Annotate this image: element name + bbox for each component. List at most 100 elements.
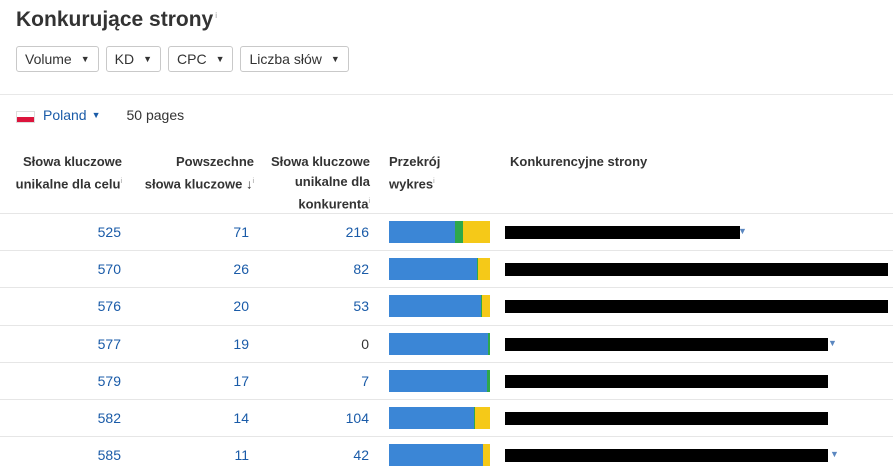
header-line: unikalne dla celui [15,176,122,192]
bar-segment-unique-target [389,332,488,355]
common-keywords-link[interactable]: 19 [233,335,249,352]
competitor-page-link[interactable] [505,449,828,463]
bar-segment-common [480,295,482,318]
header-line: wykresi [389,176,435,192]
filter-label: CPC [177,51,207,67]
unique-target-link[interactable]: 585 [97,447,121,464]
header-line: Konkurencyjne strony [510,154,648,169]
unique-target-link[interactable]: 582 [97,410,121,426]
caret-down-icon: ▼ [91,110,101,120]
filter-label: Volume [25,51,72,67]
breakdown-bar[interactable] [389,295,490,318]
bar-segment-common [454,221,463,243]
breakdown-bar[interactable] [389,369,490,392]
col-header-common[interactable]: Powszechne słowa kluczowe ↓i [130,152,254,194]
breakdown-bar[interactable] [389,221,490,243]
info-icon[interactable]: i [120,178,122,185]
bar-segment-unique-target [389,295,481,318]
page-title: Konkurujące strony i [16,8,217,32]
caret-down-icon: ▼ [143,54,152,64]
filter-word-count[interactable]: Liczba słów ▼ [240,46,349,72]
col-header-unique-competitor[interactable]: Słowa kluczowe unikalne dla konkurentai [260,152,370,214]
unique-target-link[interactable]: 525 [97,224,121,240]
header-line: Słowa kluczowe [23,154,122,169]
caret-down-icon: ▼ [80,54,90,64]
filter-bar: Volume ▼ KD ▼ CPC ▼ Liczba słów ▼ [16,46,349,72]
caret-down-icon[interactable]: ▼ [828,337,837,348]
page-title-text: Konkurujące strony [16,8,214,31]
bar-segment-common [486,369,490,392]
bar-segment-unique-target [389,444,483,467]
common-keywords-link[interactable]: 14 [233,410,249,426]
unique-target-link[interactable]: 579 [97,372,121,389]
table-row: 570 26 82 [0,250,893,287]
info-icon[interactable]: i [368,198,370,205]
pages-count: 50 pages [126,107,185,123]
header-line: unikalne dla [294,174,370,189]
filter-volume[interactable]: Volume ▼ [16,46,99,72]
col-header-pages: Konkurencyjne strony [510,152,710,172]
table-row: 582 14 104 [0,399,893,436]
bar-segment-unique-competitor [477,258,490,281]
col-header-unique-target[interactable]: Słowa kluczowe unikalne dla celui [8,152,122,194]
common-keywords-link[interactable]: 26 [233,261,249,278]
filter-cpc[interactable]: CPC ▼ [168,46,234,72]
info-icon[interactable]: i [252,178,254,185]
bar-segment-unique-target [389,369,487,392]
caret-down-icon[interactable]: ▼ [830,449,839,460]
unique-competitor-link[interactable]: 82 [353,261,369,278]
unique-target-link[interactable]: 576 [97,298,121,315]
bar-segment-unique-competitor [462,221,490,243]
header-line: Powszechne [175,154,254,169]
table-row: 585 11 42 ▼ [0,436,893,473]
competitor-page-link[interactable] [505,263,888,277]
bar-segment-unique-competitor [481,295,490,318]
breakdown-bar[interactable] [389,444,490,467]
bar-segment-unique-target [389,258,477,281]
competitor-page-link[interactable] [505,374,828,388]
sort-arrow-icon: ↓ [245,176,253,192]
filter-kd[interactable]: KD ▼ [105,46,161,72]
table-row: 579 17 7 [0,361,893,399]
unique-competitor-link[interactable]: 53 [353,298,369,315]
info-icon[interactable]: i [215,11,217,20]
country-row: Poland ▼ 50 pages [16,107,184,123]
table-row: 525 71 216 ▼ [0,213,893,250]
common-keywords-link[interactable]: 71 [233,224,249,240]
country-label: Poland [43,107,87,123]
caret-down-icon: ▼ [215,54,225,64]
header-line: Przekrój [389,154,441,169]
unique-target-link[interactable]: 570 [97,261,121,278]
unique-competitor-link[interactable]: 216 [345,224,369,240]
competitor-page-link[interactable] [505,226,740,239]
bar-segment-common [473,407,475,429]
poland-flag-icon [16,111,35,123]
breakdown-bar[interactable] [389,258,490,281]
bar-segment-common [487,332,490,355]
unique-competitor-link[interactable]: 104 [345,410,369,426]
common-keywords-link[interactable]: 17 [233,372,249,389]
bar-segment-common [476,258,478,281]
header-line: słowa kluczowe ↓i [144,176,254,192]
info-icon[interactable]: i [433,178,435,185]
breakdown-bar[interactable] [389,332,490,355]
competitor-page-link[interactable] [505,300,888,314]
bar-segment-unique-competitor [482,444,490,467]
unique-target-link[interactable]: 577 [97,335,121,352]
header-line: konkurentai [298,196,370,212]
filter-label: Liczba słów [249,51,322,67]
caret-down-icon: ▼ [330,54,340,64]
unique-competitor-link: 0 [361,335,369,352]
breakdown-bar[interactable] [389,407,490,429]
competitor-page-link[interactable] [505,412,828,425]
col-header-breakdown: Przekrój wykresi [389,152,479,194]
unique-competitor-link[interactable]: 42 [353,447,369,464]
competitor-page-link[interactable] [505,337,828,351]
country-select[interactable]: Poland ▼ [43,107,101,123]
common-keywords-link[interactable]: 11 [234,447,249,464]
common-keywords-link[interactable]: 20 [233,298,249,315]
bar-segment-unique-target [389,407,474,429]
unique-competitor-link[interactable]: 7 [361,372,369,389]
caret-down-icon[interactable]: ▼ [738,226,747,236]
table-row: 577 19 0 ▼ [0,324,893,362]
